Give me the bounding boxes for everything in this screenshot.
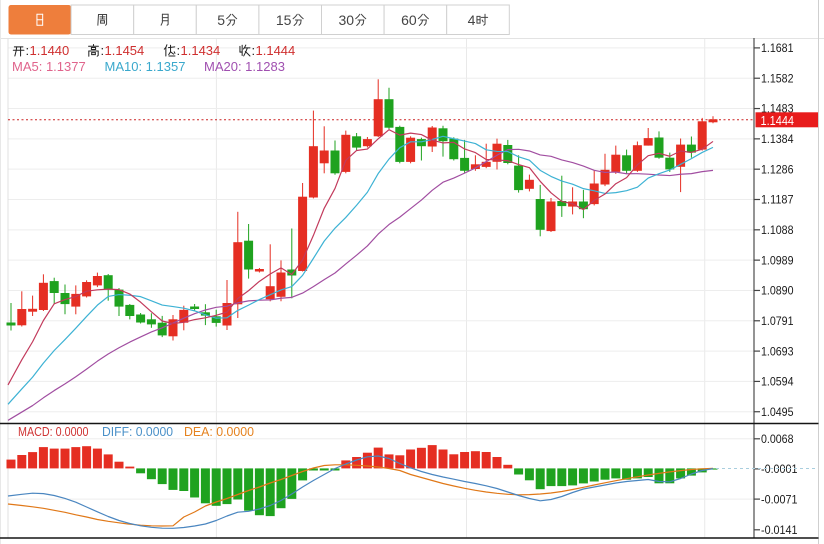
svg-text::: : xyxy=(252,43,256,58)
svg-text:DEA: 0.0000: DEA: 0.0000 xyxy=(184,424,254,439)
svg-text:1.1454: 1.1454 xyxy=(105,43,145,58)
svg-text:1.1444: 1.1444 xyxy=(256,43,296,58)
svg-text:60: 60 xyxy=(401,12,417,28)
svg-text:1.1434: 1.1434 xyxy=(181,43,221,58)
svg-text:DIFF: 0.0000: DIFF: 0.0000 xyxy=(102,424,173,439)
svg-text:1.0594: 1.0594 xyxy=(761,375,794,389)
svg-text:1.1286: 1.1286 xyxy=(761,162,794,176)
svg-text:MA5: 1.1377: MA5: 1.1377 xyxy=(12,59,86,74)
svg-text:1.1483: 1.1483 xyxy=(761,102,794,116)
svg-text:1.1187: 1.1187 xyxy=(761,193,794,207)
svg-text:1.1681: 1.1681 xyxy=(761,41,794,55)
svg-text:1.0989: 1.0989 xyxy=(761,253,794,267)
svg-text:1.0495: 1.0495 xyxy=(761,405,794,419)
svg-text:MACD: 0.0000: MACD: 0.0000 xyxy=(18,424,89,439)
svg-text:1.1444: 1.1444 xyxy=(761,114,795,128)
svg-text:1.1440: 1.1440 xyxy=(30,43,70,58)
svg-text:1.1384: 1.1384 xyxy=(761,132,794,146)
svg-text:0.0068: 0.0068 xyxy=(761,432,794,446)
svg-text:1.0791: 1.0791 xyxy=(761,314,794,328)
svg-text:MA20: 1.1283: MA20: 1.1283 xyxy=(204,59,285,74)
svg-text:5: 5 xyxy=(217,12,225,28)
svg-text:1.1582: 1.1582 xyxy=(761,71,794,85)
svg-text:15: 15 xyxy=(276,12,292,28)
svg-text::: : xyxy=(101,43,105,58)
svg-text::: : xyxy=(26,43,30,58)
svg-text:1.0693: 1.0693 xyxy=(761,344,794,358)
svg-text:30: 30 xyxy=(339,12,355,28)
svg-text::: : xyxy=(177,43,181,58)
svg-text:MA10: 1.1357: MA10: 1.1357 xyxy=(105,59,186,74)
svg-text:-0.0001: -0.0001 xyxy=(761,462,798,476)
svg-text:4: 4 xyxy=(468,12,476,28)
svg-text:-0.0141: -0.0141 xyxy=(761,523,798,537)
svg-text:-0.0071: -0.0071 xyxy=(761,492,798,506)
svg-text:1.0890: 1.0890 xyxy=(761,284,794,298)
svg-text:1.1088: 1.1088 xyxy=(761,223,794,237)
